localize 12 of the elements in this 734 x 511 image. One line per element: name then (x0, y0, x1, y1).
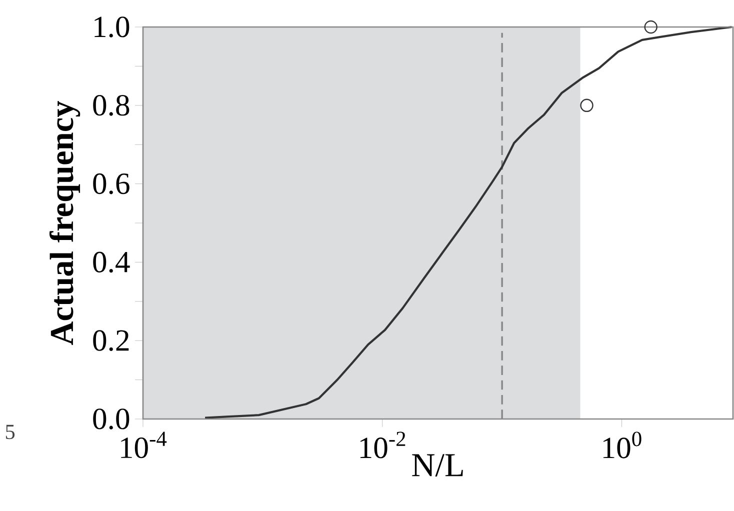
y-tick-label: 1.0 (94, 16, 130, 38)
text: 5 (6, 424, 15, 440)
y-tick-label: 0.4 (93, 252, 130, 273)
y-tick-label: 0.8 (93, 94, 130, 116)
x-tick-label: 10$^{0}$ (603, 432, 642, 458)
y-axis-title: Actual frequency (49, 100, 80, 346)
y-tick-label: 0.2 (93, 330, 129, 352)
y-tick-label: 0.0 (93, 408, 130, 430)
x-tick-label: 10$^{-4}$ (121, 432, 167, 458)
x-axis-title: N/L (412, 454, 463, 476)
y-tick-label: 0.6 (93, 173, 130, 194)
x-tick-label: 10$^{-2}$ (360, 432, 406, 458)
